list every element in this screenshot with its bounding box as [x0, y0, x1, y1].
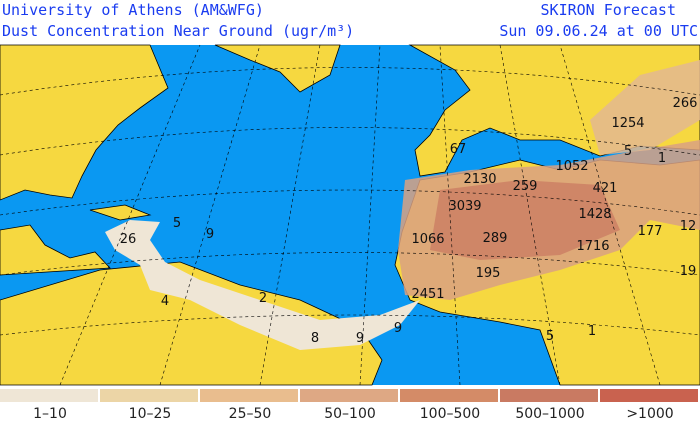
legend-swatch — [300, 389, 398, 402]
dust-value: 1066 — [411, 232, 444, 247]
legend-label: 100–500 — [420, 406, 480, 421]
legend-swatch — [100, 389, 198, 402]
dust-value: 2130 — [463, 172, 496, 187]
dust-value: 177 — [638, 224, 663, 239]
dust-value: 289 — [483, 231, 508, 246]
dust-value: 12 — [680, 219, 697, 234]
legend-label: >1000 — [626, 406, 673, 421]
dust-value: 1716 — [576, 239, 609, 254]
cuba — [89, 204, 152, 221]
dust-value: 19 — [680, 264, 697, 279]
dust-value: 421 — [593, 181, 618, 196]
dust-value: 9 — [394, 321, 402, 336]
dust-value: 5 — [546, 329, 554, 344]
dust-value: 4 — [161, 294, 169, 309]
dust-value: 1254 — [611, 116, 644, 131]
dust-value: 9 — [206, 227, 214, 242]
central-america — [0, 224, 111, 276]
dust-value: 195 — [476, 266, 501, 281]
subtitle: Dust Concentration Near Ground (ugr/m³) — [2, 22, 355, 40]
dust-value: 259 — [513, 179, 538, 194]
valid-time: Sun 09.06.24 at 00 UTC — [499, 22, 698, 40]
legend-swatch — [600, 389, 698, 402]
north-america — [0, 44, 169, 201]
legend-swatch — [0, 389, 98, 402]
dust-value: 26 — [120, 232, 137, 247]
graticule — [0, 44, 700, 386]
legend-swatch — [200, 389, 298, 402]
legend-label: 1–10 — [33, 406, 67, 421]
dust-value: 266 — [673, 96, 698, 111]
legend-label: 10–25 — [129, 406, 172, 421]
dust-value: 9 — [356, 331, 364, 346]
dust-core — [430, 180, 620, 260]
dust-value: 5 — [624, 144, 632, 159]
dust-value: 1052 — [555, 159, 588, 174]
dust-east — [590, 60, 700, 155]
legend-label: 25–50 — [229, 406, 272, 421]
dust-value: 1 — [588, 324, 596, 339]
title: University of Athens (AM&WFG) — [2, 1, 264, 19]
dust-value: 67 — [450, 142, 467, 157]
legend-swatch — [400, 389, 498, 402]
dust-value: 2 — [259, 291, 267, 306]
dust-value: 8 — [311, 331, 319, 346]
legend-label: 500–1000 — [515, 406, 584, 421]
forecast: SKIRON Forecast — [540, 1, 676, 19]
legend-swatch — [500, 389, 598, 402]
dust-value: 2451 — [411, 287, 444, 302]
dust-value: 1 — [658, 151, 666, 166]
south-america — [0, 261, 383, 386]
dust-value: 3039 — [448, 199, 481, 214]
dust-plume — [105, 220, 420, 350]
legend-label: 50–100 — [324, 406, 376, 421]
dust-value: 1428 — [578, 207, 611, 222]
dust-value: 5 — [173, 216, 181, 231]
